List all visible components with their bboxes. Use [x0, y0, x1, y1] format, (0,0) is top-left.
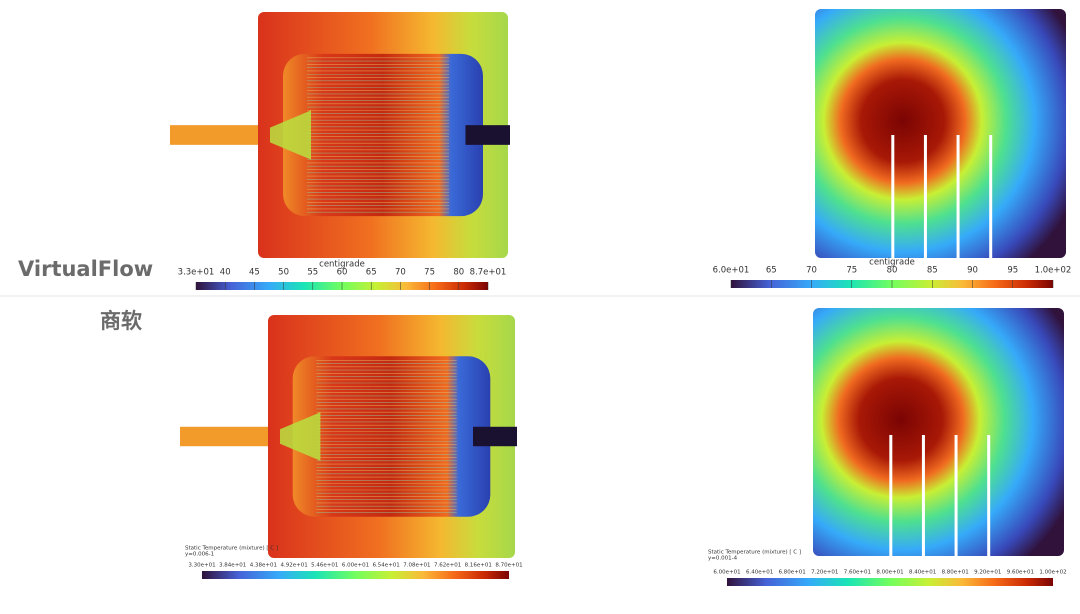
colorbar-title: centigrade	[869, 258, 915, 268]
inlet-pipe	[170, 125, 270, 145]
inlet-jet	[280, 412, 321, 461]
colorbar-tick-label: 9.60e+01	[1007, 570, 1034, 576]
colorbar-tick-label: 7.62e+01	[434, 563, 461, 569]
panels: 3.3e+01 40 45 50 55 60 65 70 75 80 8.7e+01 centigra…	[170, 9, 1071, 586]
colorbar-tick-label: 3.84e+01	[219, 563, 246, 569]
colorbar-tick-label: 4.38e+01	[250, 563, 277, 569]
outlet-pipe	[473, 426, 515, 447]
colorbar-tick-label: 1.0e+02	[1035, 266, 1072, 276]
inlet-pipe	[180, 426, 280, 447]
row-label: 商软	[100, 309, 142, 333]
colorbar-tick-label: 95	[1007, 266, 1018, 276]
colorbar-tick-label: 45	[249, 268, 260, 278]
colorbar-title: centigrade	[319, 260, 365, 270]
colorbar-tick-label: 8.16e+01	[465, 563, 492, 569]
colorbar-tick-label: 5.46e+01	[311, 563, 338, 569]
colorbar-tick-label: 8.40e+01	[909, 570, 936, 576]
colorbar-tick-label: 75	[424, 268, 435, 278]
colorbar-tick-label: 6.54e+01	[373, 563, 400, 569]
domain	[813, 308, 1064, 556]
colorbar-tick-label: 60	[337, 268, 348, 278]
colorbar-title: Static Temperature (mixture) [ C ]	[185, 546, 278, 552]
outlet-pipe	[465, 125, 508, 145]
colorbar-tick-label: 6.40e+01	[746, 570, 773, 576]
colorbar-tick-label: 7.08e+01	[403, 563, 430, 569]
inlet-jet	[270, 110, 311, 160]
colorbar-tick-label: 8.70e+01	[495, 563, 522, 569]
colorbar-tick-label: 55	[307, 268, 318, 278]
domain	[815, 9, 1066, 258]
colorbar-tick-label: 7.20e+01	[811, 570, 838, 576]
colorbar-tick-label: 65	[366, 268, 377, 278]
colorbar-tick-label: 6.0e+01	[713, 266, 750, 276]
colorbar-tick-label: 4.92e+01	[280, 563, 307, 569]
chamber	[283, 53, 483, 217]
colorbar-tick-label: 8.00e+01	[876, 570, 903, 576]
colorbar-tick-label: 8.7e+01	[470, 268, 507, 278]
colorbar	[202, 571, 509, 579]
colorbar-tick-label: 9.20e+01	[974, 570, 1001, 576]
colorbar-tick-label: 6.00e+01	[342, 563, 369, 569]
colorbar-tick-label: 6.00e+01	[713, 570, 740, 576]
colorbar-tick-label: 75	[846, 266, 857, 276]
colorbar-tick-label: 70	[395, 268, 406, 278]
colorbar-tick-label: 3.30e+01	[188, 563, 215, 569]
row-label: VirtualFlow	[18, 257, 153, 281]
colorbar-tick-label: 65	[766, 266, 777, 276]
colorbar-tick-label: 6.80e+01	[779, 570, 806, 576]
colorbar-tick-label: 85	[927, 266, 938, 276]
colorbar-subtitle: y=0.001-4	[708, 556, 738, 562]
chamber	[292, 356, 491, 517]
colorbar-tick-label: 3.3e+01	[178, 268, 215, 278]
colorbar-tick-label: 80	[453, 268, 464, 278]
colorbar-tick-label: 70	[806, 266, 817, 276]
colorbar-title: Static Temperature (mixture) [ C ]	[708, 550, 801, 556]
colorbar-tick-label: 8.80e+01	[942, 570, 969, 576]
colorbar-subtitle: y=0.006-1	[185, 552, 214, 558]
colorbar-tick-label: 40	[220, 268, 231, 278]
colorbar-tick-label: 7.60e+01	[844, 570, 871, 576]
colorbar-tick-label: 90	[967, 266, 978, 276]
colorbar-tick-label: 80	[887, 266, 898, 276]
colorbar-tick-label: 50	[278, 268, 289, 278]
colorbar	[727, 578, 1053, 586]
colorbar-tick-label: 1.00e+02	[1039, 570, 1066, 576]
